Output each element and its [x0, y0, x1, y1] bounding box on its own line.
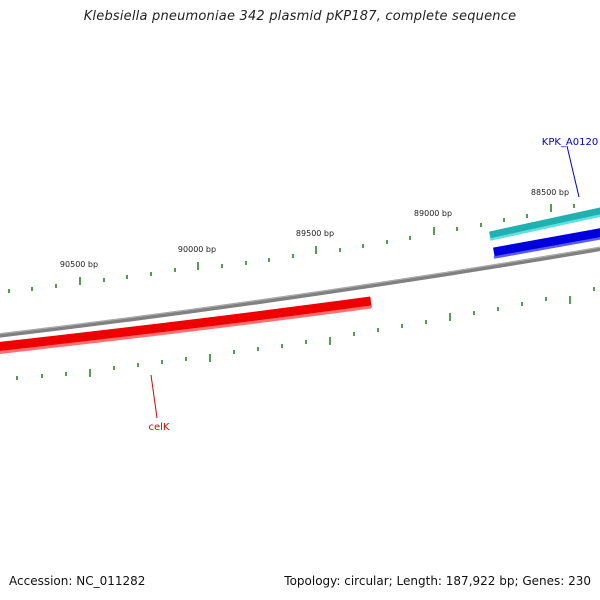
celk-leader-line: [150, 374, 158, 419]
feature-label-kpk-a0120: KPK_A0120: [542, 137, 598, 148]
map-title: Klebsiella pneumoniae 342 plasmid pKP187…: [83, 9, 517, 24]
feature-blue-light: [493, 237, 600, 259]
summary-text: Topology: circular; Length: 187,922 bp; …: [284, 574, 591, 588]
feature-celk[interactable]: [0, 296, 372, 353]
feature-blue[interactable]: [493, 228, 600, 259]
feature-kpk-a0120-cyan[interactable]: [489, 207, 600, 241]
ruler-labels: 88500 bp 89000 bp 89500 bp 90000 bp 9050…: [60, 188, 569, 269]
feature-kpk-a0120-cyan-light: [489, 214, 600, 241]
inner-tick-ring: [16, 287, 595, 380]
plasmid-backbone-highlight: [0, 246, 600, 335]
ruler-label: 89500 bp: [296, 229, 334, 238]
outer-tick-ring: [8, 204, 575, 293]
ruler-label: 90500 bp: [60, 260, 98, 269]
kpk-a0120-leader-line: [566, 145, 580, 198]
ruler-label: 88500 bp: [531, 188, 569, 197]
plasmid-backbone: [0, 246, 600, 338]
feature-celk-light: [0, 305, 372, 354]
feature-label-celk: celK: [149, 422, 170, 433]
ruler-label: 90000 bp: [178, 245, 216, 254]
ruler-label: 89000 bp: [414, 209, 452, 218]
accession-text: Accession: NC_011282: [9, 574, 146, 588]
